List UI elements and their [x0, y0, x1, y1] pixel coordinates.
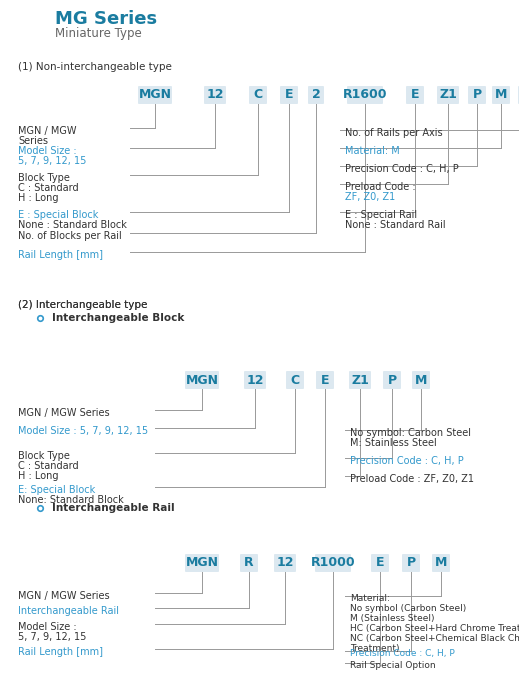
Text: R: R	[244, 556, 254, 570]
Text: Preload Code : ZF, Z0, Z1: Preload Code : ZF, Z0, Z1	[350, 474, 474, 484]
FancyBboxPatch shape	[383, 371, 401, 389]
FancyBboxPatch shape	[492, 86, 510, 104]
FancyBboxPatch shape	[406, 86, 424, 104]
Text: E: E	[285, 88, 293, 101]
Text: None : Standard Block: None : Standard Block	[18, 220, 127, 230]
Text: (2) Interchangeable type: (2) Interchangeable type	[18, 314, 147, 324]
Text: Rail Length [mm]: Rail Length [mm]	[18, 250, 103, 260]
Text: E: E	[376, 556, 384, 570]
Text: Rail Length [mm]: Rail Length [mm]	[18, 647, 103, 657]
Text: Precision Code : C, H, P: Precision Code : C, H, P	[345, 164, 459, 174]
FancyBboxPatch shape	[468, 86, 486, 104]
Text: E: Special Block: E: Special Block	[18, 485, 95, 495]
Text: Z1: Z1	[439, 88, 457, 101]
Text: 5, 7, 9, 12, 15: 5, 7, 9, 12, 15	[18, 632, 86, 642]
Text: Block Type: Block Type	[18, 451, 70, 461]
FancyBboxPatch shape	[437, 86, 459, 104]
Text: E : Special Rail: E : Special Rail	[345, 210, 417, 220]
Text: M: M	[495, 88, 507, 101]
Text: 2: 2	[311, 88, 320, 101]
Text: C: C	[253, 88, 263, 101]
Text: No symbol: Carbon Steel: No symbol: Carbon Steel	[350, 428, 471, 438]
Text: P: P	[472, 88, 482, 101]
Text: P: P	[388, 373, 397, 387]
Text: Treatment): Treatment)	[350, 644, 400, 653]
FancyBboxPatch shape	[316, 371, 334, 389]
FancyBboxPatch shape	[240, 554, 258, 572]
Text: E : Special Block: E : Special Block	[18, 210, 99, 220]
Text: MGN / MGW Series: MGN / MGW Series	[18, 408, 110, 418]
Text: C: C	[291, 373, 299, 387]
Text: C : Standard: C : Standard	[18, 183, 78, 193]
FancyBboxPatch shape	[280, 86, 298, 104]
Text: Series: Series	[18, 136, 48, 146]
Text: M: Stainless Steel: M: Stainless Steel	[350, 438, 437, 448]
FancyBboxPatch shape	[185, 371, 219, 389]
FancyBboxPatch shape	[412, 371, 430, 389]
Text: (1) Non-interchangeable type: (1) Non-interchangeable type	[18, 62, 172, 72]
FancyBboxPatch shape	[432, 554, 450, 572]
Text: NC (Carbon Steel+Chemical Black Chrome: NC (Carbon Steel+Chemical Black Chrome	[350, 634, 519, 643]
Text: MGN / MGW Series: MGN / MGW Series	[18, 591, 110, 601]
FancyBboxPatch shape	[347, 86, 383, 104]
FancyBboxPatch shape	[274, 554, 296, 572]
Text: M: M	[435, 556, 447, 570]
Text: MGN: MGN	[185, 556, 218, 570]
Text: Material: M: Material: M	[345, 146, 400, 156]
Text: Precision Code : C, H, P: Precision Code : C, H, P	[350, 456, 464, 466]
Text: Miniature Type: Miniature Type	[55, 27, 142, 40]
Text: H : Long: H : Long	[18, 471, 59, 481]
FancyBboxPatch shape	[185, 554, 219, 572]
FancyBboxPatch shape	[204, 86, 226, 104]
FancyBboxPatch shape	[286, 371, 304, 389]
Text: C : Standard: C : Standard	[18, 461, 78, 471]
Text: H : Long: H : Long	[18, 193, 59, 203]
Text: R1000: R1000	[311, 556, 356, 570]
Text: MGN / MGW: MGN / MGW	[18, 126, 76, 136]
Text: R1600: R1600	[343, 88, 387, 101]
Text: MG Series: MG Series	[55, 10, 157, 28]
Text: Model Size : 5, 7, 9, 12, 15: Model Size : 5, 7, 9, 12, 15	[18, 426, 148, 436]
Text: MGN: MGN	[139, 88, 171, 101]
Text: HC (Carbon Steel+Hard Chrome Treatment): HC (Carbon Steel+Hard Chrome Treatment)	[350, 624, 519, 633]
Text: No. of Blocks per Rail: No. of Blocks per Rail	[18, 231, 122, 241]
FancyBboxPatch shape	[308, 86, 324, 104]
Text: (2) Interchangeable type: (2) Interchangeable type	[18, 300, 147, 310]
Text: 12: 12	[246, 373, 264, 387]
Text: Interchangeable Rail: Interchangeable Rail	[18, 606, 119, 616]
Text: Interchangeable Rail: Interchangeable Rail	[52, 503, 174, 513]
Text: E: E	[411, 88, 419, 101]
Text: 12: 12	[276, 556, 294, 570]
Text: Precision Code : C, H, P: Precision Code : C, H, P	[350, 649, 455, 658]
Text: Rail Special Option: Rail Special Option	[350, 661, 435, 670]
Text: No. of Rails per Axis: No. of Rails per Axis	[345, 128, 443, 138]
Text: P: P	[406, 556, 416, 570]
Text: None: Standard Block: None: Standard Block	[18, 495, 124, 505]
Text: E: E	[321, 373, 329, 387]
Text: ZF, Z0, Z1: ZF, Z0, Z1	[345, 192, 395, 202]
FancyBboxPatch shape	[249, 86, 267, 104]
Text: MGN: MGN	[185, 373, 218, 387]
Text: Model Size :: Model Size :	[18, 146, 77, 156]
Text: M: M	[415, 373, 427, 387]
FancyBboxPatch shape	[244, 371, 266, 389]
Text: Preload Code :: Preload Code :	[345, 182, 416, 192]
Text: M (Stainless Steel): M (Stainless Steel)	[350, 614, 434, 623]
FancyBboxPatch shape	[349, 371, 371, 389]
Text: 5, 7, 9, 12, 15: 5, 7, 9, 12, 15	[18, 156, 86, 166]
FancyBboxPatch shape	[402, 554, 420, 572]
FancyBboxPatch shape	[315, 554, 351, 572]
Text: Z1: Z1	[351, 373, 369, 387]
FancyBboxPatch shape	[518, 86, 519, 104]
Text: None : Standard Rail: None : Standard Rail	[345, 220, 446, 230]
Text: No symbol (Carbon Steel): No symbol (Carbon Steel)	[350, 604, 466, 613]
Text: Interchangeable Block: Interchangeable Block	[52, 313, 184, 323]
FancyBboxPatch shape	[138, 86, 172, 104]
Text: (2) Interchangeable type: (2) Interchangeable type	[18, 300, 147, 310]
FancyBboxPatch shape	[371, 554, 389, 572]
Text: Block Type: Block Type	[18, 173, 70, 183]
Text: Model Size :: Model Size :	[18, 622, 77, 632]
Text: Material:: Material:	[350, 594, 390, 603]
Text: 12: 12	[206, 88, 224, 101]
